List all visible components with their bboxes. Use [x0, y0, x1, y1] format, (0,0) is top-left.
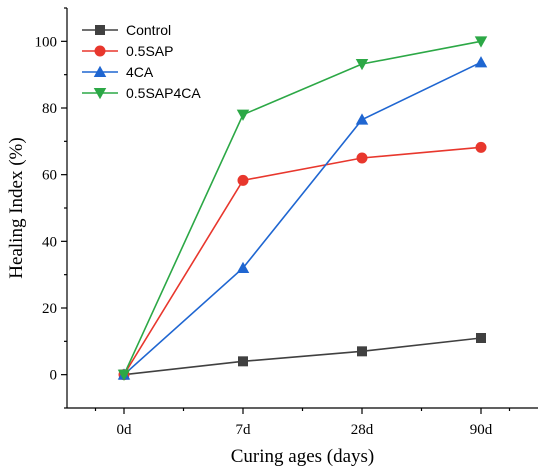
- legend-entry: 4CA: [82, 64, 154, 80]
- legend-marker: [94, 45, 106, 57]
- x-tick-label: 90d: [470, 422, 493, 438]
- data-point: [236, 109, 250, 121]
- x-tick-label: 7d: [236, 422, 252, 438]
- series-line: [123, 337, 482, 376]
- legend-marker: [93, 65, 107, 77]
- data-point: [237, 174, 249, 186]
- y-tick-label: 100: [35, 34, 58, 50]
- legend-label: Control: [126, 22, 171, 38]
- legend-entry: Control: [82, 22, 171, 38]
- series-0-5sap4ca: [117, 36, 488, 381]
- series-line: [123, 40, 482, 375]
- data-point: [475, 141, 487, 153]
- series-layer: [117, 36, 488, 381]
- y-tick-label: 40: [42, 234, 57, 250]
- data-point: [236, 261, 250, 273]
- legend-label: 4CA: [126, 64, 154, 80]
- data-point: [476, 333, 486, 343]
- data-point: [355, 113, 369, 125]
- legend-label: 0.5SAP4CA: [126, 85, 201, 101]
- x-tick-label: 0d: [117, 422, 133, 438]
- legend-entry: 0.5SAP: [82, 43, 173, 59]
- x-tick-label: 28d: [351, 422, 374, 438]
- y-tick-label: 20: [42, 301, 57, 317]
- x-axis-title: Curing ages (days): [231, 446, 375, 467]
- y-tick-label: 60: [42, 168, 57, 184]
- legend-label: 0.5SAP: [126, 43, 173, 59]
- data-point: [238, 356, 248, 367]
- y-tick-label: 0: [50, 368, 58, 384]
- y-tick-label: 80: [42, 101, 57, 117]
- data-point: [474, 56, 488, 68]
- data-point: [356, 152, 368, 164]
- series-0-5sap: [118, 141, 487, 381]
- series-line: [123, 61, 482, 376]
- data-point: [117, 369, 131, 381]
- legend-entry: 0.5SAP4CA: [82, 85, 201, 101]
- series-control: [119, 333, 486, 380]
- data-point: [355, 59, 369, 71]
- series-4ca: [117, 56, 488, 380]
- legend-marker: [93, 88, 107, 100]
- y-axis-title: Healing Index (%): [6, 137, 27, 278]
- data-point: [474, 36, 488, 48]
- axes: 0 20 40 60 80 100 0d 7d 28d 90d: [35, 7, 538, 438]
- data-point: [357, 346, 367, 357]
- legend-marker: [95, 25, 105, 35]
- series-line: [123, 146, 482, 376]
